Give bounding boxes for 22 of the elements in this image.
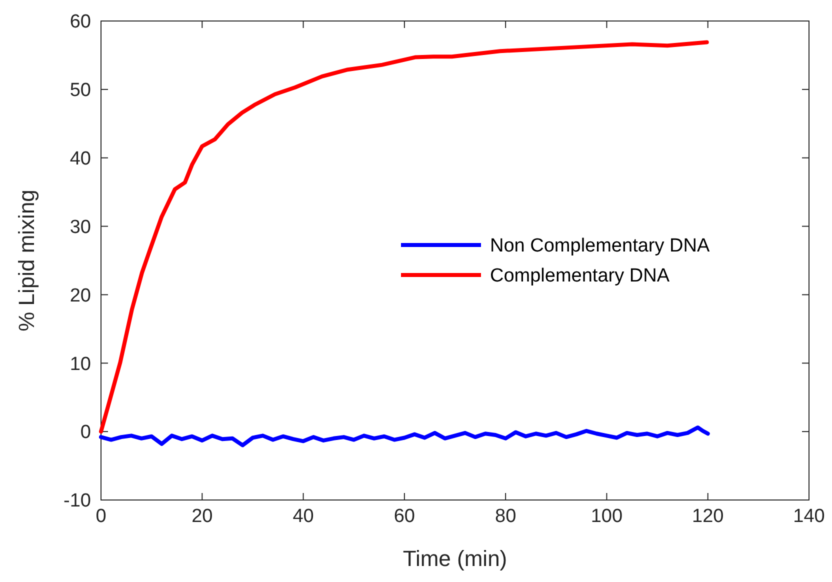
x-tick-label: 100 xyxy=(590,506,623,527)
y-tick-label: 10 xyxy=(70,354,91,375)
y-tick-label: 30 xyxy=(70,216,91,238)
x-tick-label: 140 xyxy=(793,506,825,527)
y-tick-label: 0 xyxy=(80,422,91,444)
y-tick-label: 50 xyxy=(70,80,91,102)
y-tick-label: 20 xyxy=(70,285,91,306)
x-tick-label: 80 xyxy=(495,506,516,527)
y-tick-label: 40 xyxy=(70,148,91,170)
line-series xyxy=(99,40,709,434)
legend-label: Non Complementary DNA xyxy=(490,236,710,257)
x-axis-title: Time (min) xyxy=(402,546,508,571)
y-tick-label: -10 xyxy=(64,490,91,512)
x-tick-label: 20 xyxy=(192,506,213,527)
x-tick-label: 120 xyxy=(692,506,724,527)
y-tick-label: 60 xyxy=(70,12,91,33)
line-series xyxy=(99,425,710,448)
x-tick-label: 0 xyxy=(96,506,106,527)
legend-label: Complementary DNA xyxy=(490,266,670,287)
y-axis-title: % Lipid mixing xyxy=(14,190,39,332)
x-tick-label: 60 xyxy=(394,506,415,527)
x-tick-label: 40 xyxy=(292,506,314,527)
